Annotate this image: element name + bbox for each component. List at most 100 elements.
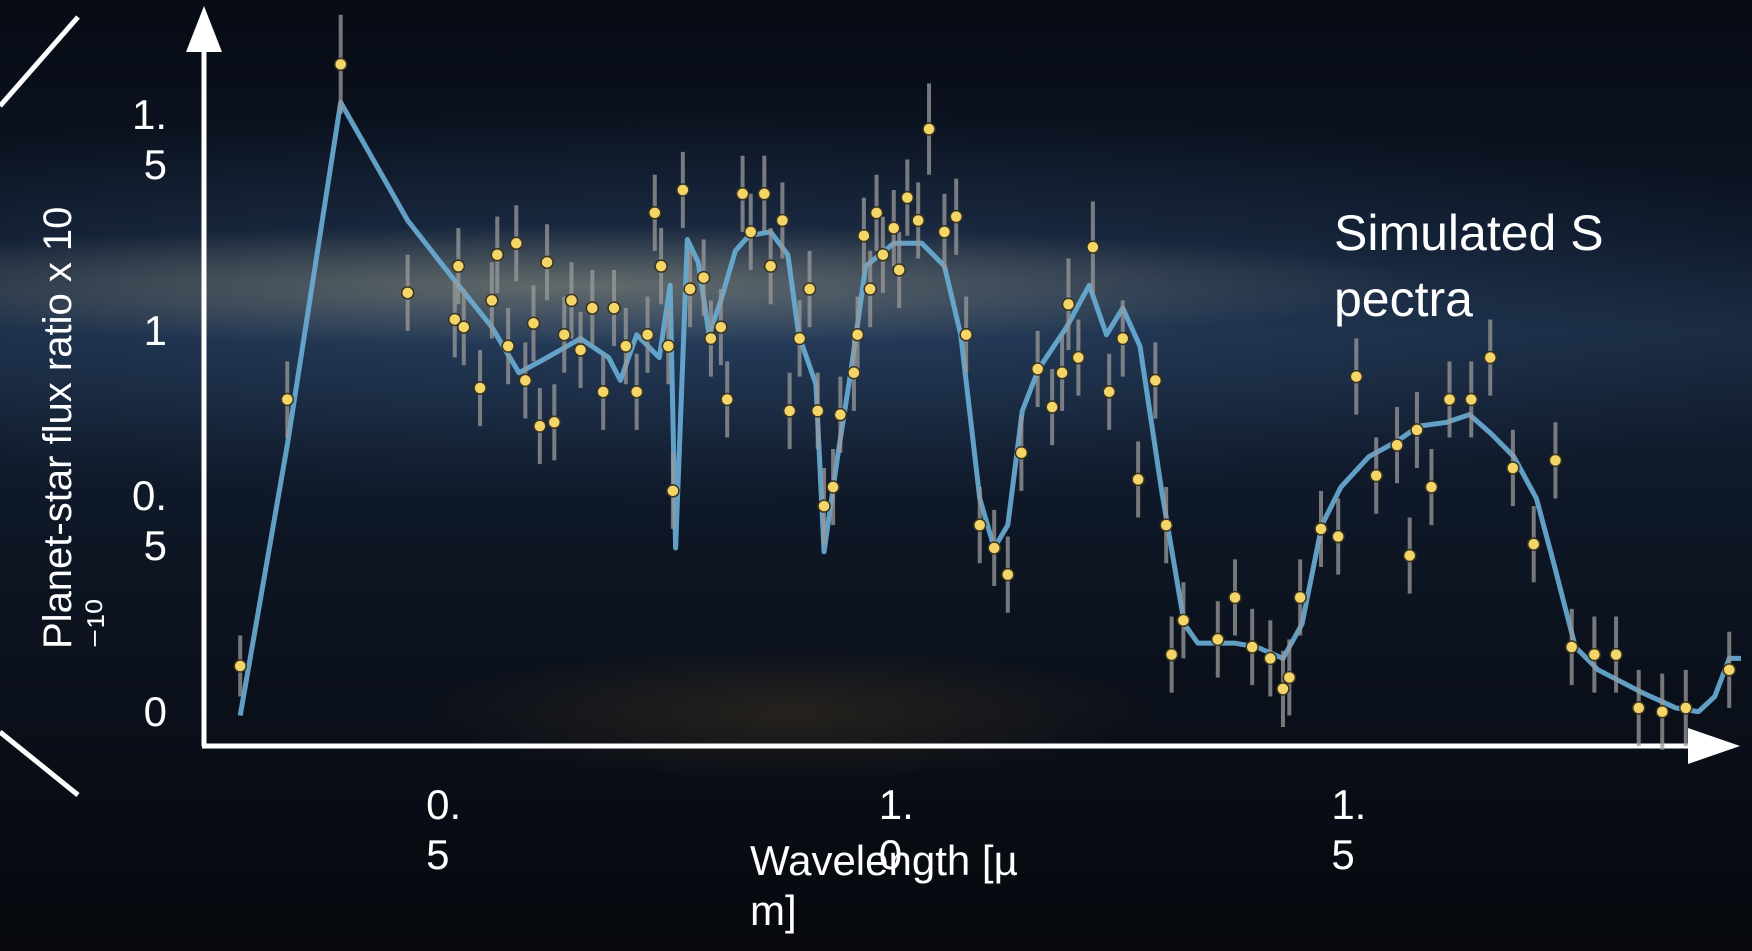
data-point [852, 329, 864, 341]
data-point [827, 481, 839, 493]
data-point [988, 542, 1000, 554]
data-point [1103, 386, 1115, 398]
data-point [1391, 439, 1403, 451]
data-point [1411, 424, 1423, 436]
data-point [1032, 363, 1044, 375]
data-point [1149, 374, 1161, 386]
data-point [737, 188, 749, 200]
x-tick-label: 0.5 [426, 780, 468, 880]
data-point [818, 500, 830, 512]
data-point [804, 283, 816, 295]
data-point [888, 222, 900, 234]
data-point [548, 416, 560, 428]
data-point [901, 192, 913, 204]
decor-line [0, 17, 78, 106]
data-point [834, 409, 846, 421]
data-point [893, 264, 905, 276]
x-tick-label: 1.5 [1331, 780, 1373, 880]
data-point [1246, 641, 1258, 653]
data-point [745, 226, 757, 238]
data-point [1087, 241, 1099, 253]
data-point [566, 294, 578, 306]
data-point [1056, 367, 1068, 379]
data-point [1229, 591, 1241, 603]
data-point [667, 485, 679, 497]
data-point [608, 302, 620, 314]
data-point [1212, 633, 1224, 645]
y-tick-label: 1 [125, 306, 167, 356]
data-point [234, 660, 246, 672]
data-point [1072, 352, 1084, 364]
data-point [458, 321, 470, 333]
x-axis-arrow [1688, 728, 1740, 764]
data-point [335, 58, 347, 70]
data-point [758, 188, 770, 200]
plot-area [234, 15, 1741, 750]
data-point [491, 249, 503, 261]
data-point [877, 249, 889, 261]
data-point [721, 393, 733, 405]
data-point [597, 386, 609, 398]
data-point [1046, 401, 1058, 413]
data-point [642, 329, 654, 341]
data-point [1680, 702, 1692, 714]
data-point [923, 123, 935, 135]
data-point [776, 214, 788, 226]
data-point [1177, 614, 1189, 626]
data-point [1350, 371, 1362, 383]
data-point [1404, 550, 1416, 562]
annotation: Simulated Spectra [1334, 200, 1614, 332]
data-point [912, 214, 924, 226]
data-point [698, 272, 710, 284]
data-point [1117, 333, 1129, 345]
data-point [871, 207, 883, 219]
data-point [1062, 298, 1074, 310]
data-point [631, 386, 643, 398]
data-point [784, 405, 796, 417]
data-point [620, 340, 632, 352]
data-point [765, 260, 777, 272]
data-point [1370, 470, 1382, 482]
data-point [1507, 462, 1519, 474]
data-point [541, 256, 553, 268]
data-point [794, 333, 806, 345]
data-point [1444, 393, 1456, 405]
data-point [1002, 569, 1014, 581]
data-point [452, 260, 464, 272]
data-point [1656, 706, 1668, 718]
slide: Planet-star flux ratio x 10⁻¹⁰ Wavelengt… [0, 0, 1752, 951]
data-point [1332, 531, 1344, 543]
data-point [510, 237, 522, 249]
data-point [502, 340, 514, 352]
x-tick-label: 1.0 [879, 780, 921, 880]
data-point [812, 405, 824, 417]
data-point [575, 344, 587, 356]
data-point [960, 329, 972, 341]
data-point [281, 393, 293, 405]
data-point [1015, 447, 1027, 459]
data-point [858, 230, 870, 242]
data-point [1277, 683, 1289, 695]
data-point [558, 329, 570, 341]
data-point [974, 519, 986, 531]
data-point [1610, 649, 1622, 661]
data-point [1283, 671, 1295, 683]
data-point [677, 184, 689, 196]
data-point [1484, 352, 1496, 364]
data-point [402, 287, 414, 299]
data-point [474, 382, 486, 394]
data-point [649, 207, 661, 219]
data-point [662, 340, 674, 352]
data-point [1160, 519, 1172, 531]
data-point [1294, 591, 1306, 603]
data-point [1132, 473, 1144, 485]
y-tick-label: 0.5 [125, 471, 167, 571]
data-point [848, 367, 860, 379]
data-point [1166, 649, 1178, 661]
data-point [950, 211, 962, 223]
data-point [655, 260, 667, 272]
y-axis-arrow [186, 6, 222, 52]
data-point [1588, 649, 1600, 661]
chart [0, 0, 1752, 951]
data-point [519, 374, 531, 386]
